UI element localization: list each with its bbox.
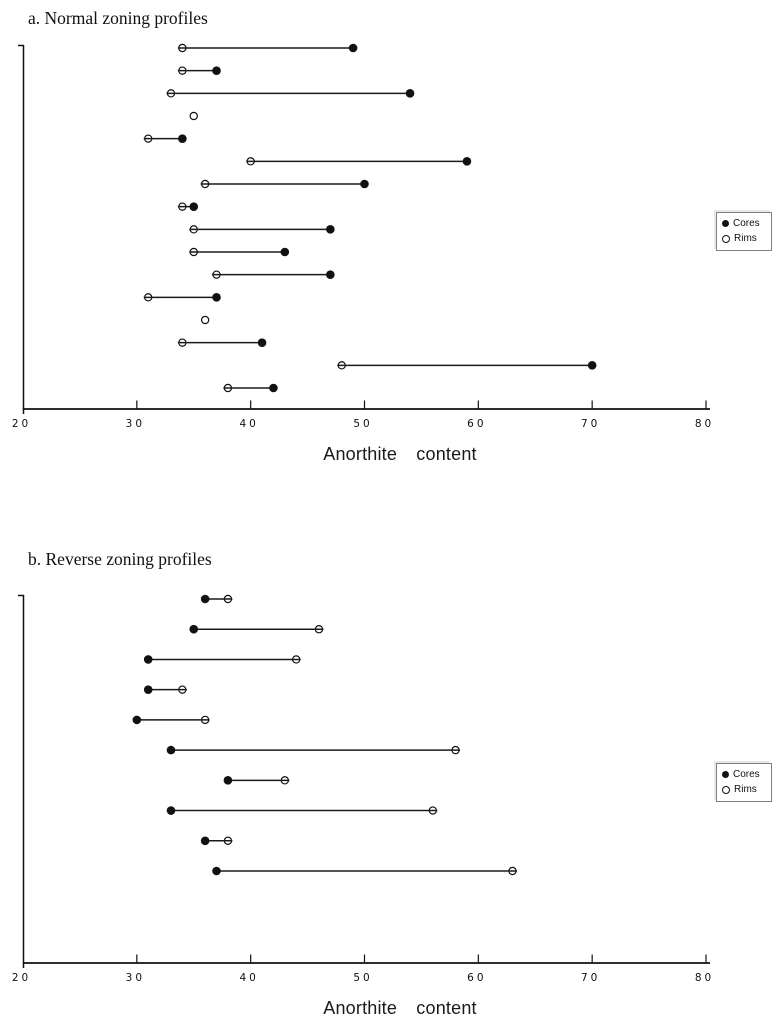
- core-marker: [462, 157, 472, 166]
- profile-row: [200, 594, 233, 604]
- legend-item-cores: Cores: [722, 767, 766, 782]
- core-marker: [200, 594, 210, 604]
- profile-row: [189, 247, 290, 257]
- core-marker: [405, 89, 415, 98]
- legend-item-cores: Cores: [722, 216, 766, 231]
- rim-marker: [200, 315, 210, 325]
- core-marker: [178, 134, 187, 143]
- profile-row: [143, 655, 301, 664]
- core-marker: [326, 270, 335, 279]
- core-marker: [166, 806, 176, 815]
- core-marker: [212, 866, 221, 876]
- profile-row: [177, 43, 358, 53]
- chart-b-title: b. Reverse zoning profiles: [28, 549, 212, 569]
- x-axis-tick-label: 80: [695, 972, 714, 984]
- profile-row: [223, 383, 278, 393]
- profile-row: [212, 866, 517, 876]
- x-axis-tick-label: 60: [467, 972, 486, 984]
- core-marker: [348, 43, 358, 53]
- x-axis-tick-label: 40: [239, 418, 258, 430]
- core-marker: [223, 776, 233, 785]
- core-marker: [257, 338, 267, 347]
- profile-row: [223, 776, 290, 785]
- x-axis-tick-label: 50: [353, 972, 372, 984]
- profile-row: [166, 745, 461, 755]
- legend-label-cores: Cores: [733, 769, 760, 780]
- profile-row: [177, 338, 267, 347]
- legend-label-rims: Rims: [734, 233, 757, 244]
- core-marker: [212, 66, 221, 75]
- core-marker: [189, 624, 199, 634]
- core-marker: [326, 225, 335, 234]
- profile-row: [337, 361, 597, 370]
- profile-row: [166, 89, 415, 98]
- profile-row: [166, 806, 438, 815]
- chart-b-xlabel: Anorthite content: [323, 998, 477, 1018]
- x-axis-tick-label: 20: [12, 418, 31, 430]
- chart-b-legend: Cores Rims: [716, 763, 772, 802]
- chart-b-plot: 20 30 40 50 60 70 80: [12, 594, 714, 984]
- core-marker: [143, 685, 153, 694]
- x-axis-tick-label: 80: [695, 418, 714, 430]
- legend-item-rims: Rims: [722, 782, 766, 797]
- chart-a-xlabel: Anorthite content: [323, 444, 477, 464]
- core-marker: [212, 293, 221, 302]
- core-marker: [143, 655, 153, 664]
- legend-label-rims: Rims: [734, 784, 757, 795]
- profile-row: [177, 66, 221, 75]
- profile-row: [200, 836, 233, 846]
- legend-item-rims: Rims: [722, 231, 766, 246]
- open-circle-icon: [722, 785, 730, 794]
- profile-row: [189, 624, 324, 634]
- core-marker: [280, 247, 290, 257]
- profile-row: [143, 685, 187, 694]
- profile-row: [143, 293, 221, 302]
- core-marker: [189, 202, 199, 211]
- core-marker: [132, 715, 142, 725]
- profile-row: [200, 179, 369, 189]
- core-marker: [166, 745, 176, 755]
- core-marker: [269, 383, 278, 393]
- open-circle-icon: [722, 234, 730, 243]
- chart-a-plot: 20 30 40 50 60 70 80: [12, 43, 714, 430]
- filled-circle-icon: [722, 771, 729, 778]
- profile-row: [177, 202, 199, 211]
- profile-row: [189, 225, 335, 234]
- rim-marker: [189, 111, 198, 121]
- profile-row: [200, 315, 210, 325]
- x-axis-tick-label: 50: [353, 418, 372, 430]
- profile-row: [143, 134, 187, 143]
- x-axis-tick-label: 60: [467, 418, 486, 430]
- x-axis-tick-label: 30: [126, 418, 145, 430]
- x-axis-tick-label: 20: [12, 972, 31, 984]
- core-marker: [360, 179, 369, 189]
- chart-a-title: a. Normal zoning profiles: [28, 8, 208, 28]
- core-marker: [587, 361, 597, 370]
- x-axis-tick-label: 30: [126, 972, 145, 984]
- legend-label-cores: Cores: [733, 218, 760, 229]
- x-axis-tick-label: 70: [581, 418, 600, 430]
- x-axis-tick-label: 70: [581, 972, 600, 984]
- filled-circle-icon: [722, 220, 729, 227]
- core-marker: [200, 836, 210, 846]
- profile-row: [132, 715, 210, 725]
- chart-a-legend: Cores Rims: [716, 212, 772, 251]
- profile-row: [189, 111, 198, 121]
- profile-row: [212, 270, 335, 279]
- x-axis-tick-label: 40: [239, 972, 258, 984]
- profile-row: [246, 157, 472, 166]
